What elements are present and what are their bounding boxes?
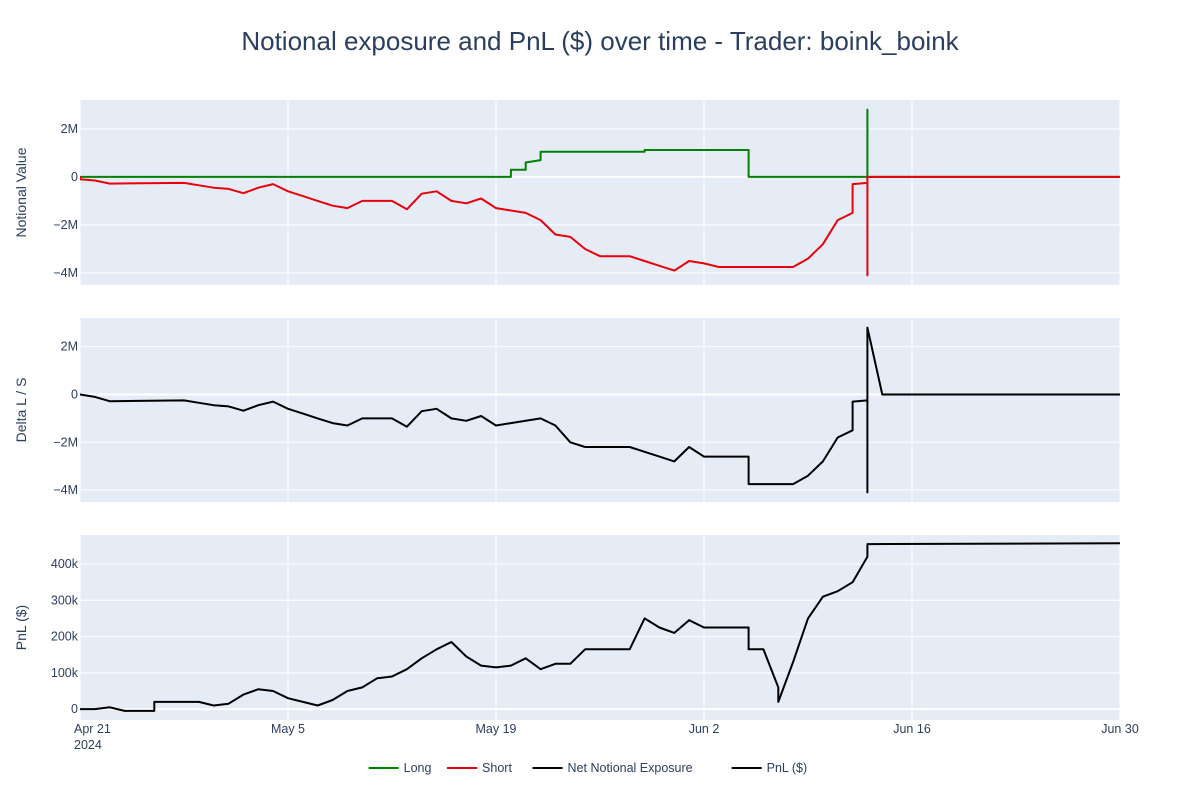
y-tick-label: 2M xyxy=(61,340,78,354)
y-axis-title: Delta L / S xyxy=(13,378,29,443)
chart-title: Notional exposure and PnL ($) over time … xyxy=(241,26,959,56)
y-tick-label: 0 xyxy=(71,387,78,401)
legend: Long Short Net Notional Exposure PnL ($) xyxy=(368,761,808,775)
legend-label-short: Short xyxy=(482,761,512,775)
series-line-pnl xyxy=(80,542,1120,712)
legend-label-net-notional-exposure: Net Notional Exposure xyxy=(568,761,693,775)
y-tick-label: −4M xyxy=(53,266,78,280)
series-line-long xyxy=(80,108,1120,178)
y-tick-label: 2M xyxy=(61,122,78,136)
panel-1: 2M 0 −2M −4M Notional Value xyxy=(13,100,1121,285)
plot-background xyxy=(80,100,1120,285)
y-tick-label: 200k xyxy=(51,630,79,644)
y-axis-title: PnL ($) xyxy=(13,605,29,650)
plot-background xyxy=(80,535,1120,720)
y-tick-label: 400k xyxy=(51,557,79,571)
panel-3: 400k 300k 200k 100k 0 PnL ($) xyxy=(13,535,1121,720)
y-axis-title: Notional Value xyxy=(13,147,29,237)
series-line-net-notional-exposure xyxy=(80,326,1120,494)
y-tick-label: −2M xyxy=(53,218,78,232)
y-tick-label: 300k xyxy=(51,593,79,607)
series-line-short xyxy=(80,175,1120,277)
y-tick-label: 0 xyxy=(71,702,78,716)
x-tick-label: May 19 xyxy=(476,722,517,736)
x-tick-label: Apr 21 xyxy=(74,722,111,736)
panel-2: 2M 0 −2M −4M Delta L / S xyxy=(13,318,1121,502)
x-tick-sublabel: 2024 xyxy=(74,738,102,752)
x-tick-label: May 5 xyxy=(271,722,305,736)
x-tick-label: Jun 16 xyxy=(893,722,931,736)
x-tick-label: Jun 2 xyxy=(689,722,720,736)
y-tick-label: −4M xyxy=(53,483,78,497)
y-tick-label: 0 xyxy=(71,170,78,184)
legend-label-long: Long xyxy=(404,761,432,775)
y-tick-label: −2M xyxy=(53,435,78,449)
y-tick-label: 100k xyxy=(51,666,79,680)
x-tick-label: Jun 30 xyxy=(1101,722,1139,736)
plot-background xyxy=(80,318,1120,502)
legend-label-pnl: PnL ($) xyxy=(767,761,808,775)
